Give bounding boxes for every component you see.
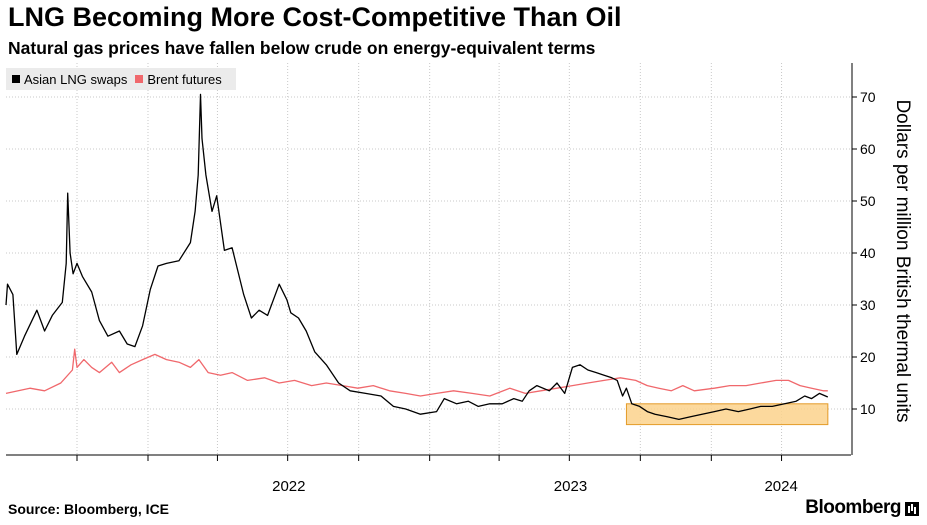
grid-lines [6,63,851,455]
series-layer [5,93,829,421]
series-line-asian-lng-swaps [5,93,829,421]
x-tick-label: 2022 [272,478,305,495]
bloomberg-logo: Bloomberg [805,497,919,519]
legend-item-lng: Asian LNG swaps [12,72,127,87]
y-axis-label: Dollars per million British thermal unit… [892,99,913,422]
series-line-brent-futures [5,348,828,397]
legend-swatch-brent [135,75,144,83]
brand-name: Bloomberg [805,497,901,518]
chart-subtitle: Natural gas prices have fallen below cru… [8,38,596,58]
axes-layer: 10 20 30 40 50 60 70 2022 2023 2024 Dollars per mi… [6,63,913,495]
y-tick-label: 30 [860,297,876,313]
y-tick-label: 50 [860,193,876,209]
chart-title: LNG Becoming More Cost-Competitive Than … [8,2,622,32]
x-tick-label: 2024 [764,478,797,495]
legend-label-brent: Brent futures [147,71,222,87]
legend-item-brent: Brent futures [135,71,222,87]
y-tick-label: 20 [860,349,876,365]
y-tick-label: 40 [860,245,876,261]
chart-legend: Asian LNG swaps Brent futures [6,68,236,90]
source-note: Source: Bloomberg, ICE [8,501,170,517]
y-tick-label: 60 [860,141,876,157]
y-tick-label: 10 [860,401,876,417]
bloomberg-chart-icon [905,502,919,516]
x-tick-label: 2023 [554,478,587,495]
legend-label-lng: Asian LNG swaps [24,71,128,87]
legend-swatch-lng [12,75,20,83]
y-tick-label: 70 [860,89,876,105]
